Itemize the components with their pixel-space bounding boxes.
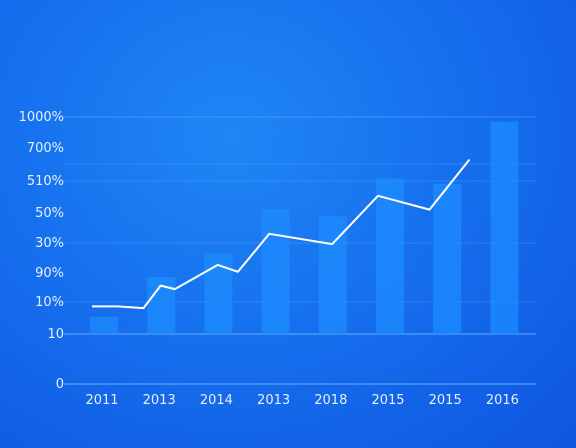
y-tick-label: 510% [27,174,64,189]
bar [433,183,462,334]
x-axis-ticks: 2011 2013 2014 2013 2018 2015 2015 2016 [85,393,518,408]
x-tick-label: 2016 [486,393,519,408]
y-tick-label: 30% [35,236,64,251]
bar [204,252,233,334]
y-tick-label: 0 [56,377,64,392]
bar [490,121,519,335]
x-tick-label: 2014 [200,393,233,408]
x-tick-label: 2013 [257,393,290,408]
y-tick-label: 90% [35,266,64,281]
bar [318,216,347,334]
bars [90,121,519,335]
y-tick-label: 50% [35,206,64,221]
x-tick-label: 2018 [314,393,347,408]
x-tick-label: 2015 [371,393,404,408]
gridlines [64,116,536,385]
y-tick-label: 10% [35,295,64,310]
y-tick-label: 1000% [19,110,64,125]
y-tick-label: 700% [27,141,64,156]
y-axis-ticks: 0 10 10% 90% 30% 50% 510% 700% 1000% [19,110,64,392]
x-tick-label: 2011 [85,393,118,408]
bar [90,316,118,334]
y-tick-label: 10 [47,327,64,342]
trend-line-group [92,158,471,310]
trend-line [92,158,471,310]
x-tick-label: 2015 [429,393,462,408]
bar [376,178,404,334]
bar [261,209,290,334]
x-tick-label: 2013 [143,393,176,408]
